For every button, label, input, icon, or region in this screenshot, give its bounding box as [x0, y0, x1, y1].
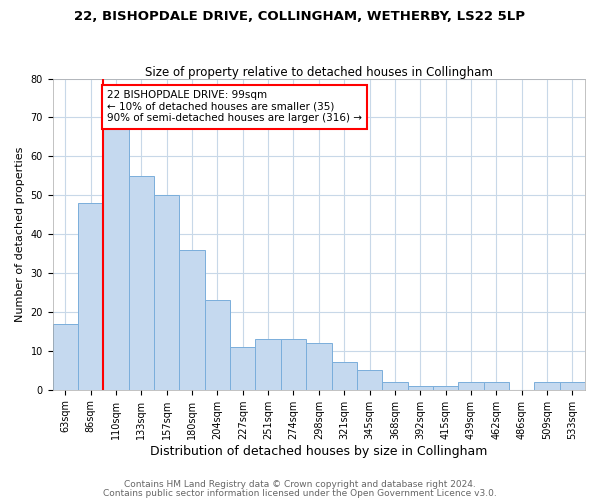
- Bar: [433, 386, 458, 390]
- X-axis label: Distribution of detached houses by size in Collingham: Distribution of detached houses by size …: [150, 444, 488, 458]
- Bar: [103, 129, 129, 390]
- Bar: [281, 339, 306, 390]
- Bar: [230, 347, 256, 390]
- Text: Contains HM Land Registry data © Crown copyright and database right 2024.: Contains HM Land Registry data © Crown c…: [124, 480, 476, 489]
- Y-axis label: Number of detached properties: Number of detached properties: [15, 146, 25, 322]
- Bar: [306, 343, 332, 390]
- Bar: [78, 203, 103, 390]
- Bar: [256, 339, 281, 390]
- Bar: [560, 382, 585, 390]
- Bar: [535, 382, 560, 390]
- Bar: [332, 362, 357, 390]
- Bar: [129, 176, 154, 390]
- Bar: [179, 250, 205, 390]
- Bar: [53, 324, 78, 390]
- Bar: [382, 382, 407, 390]
- Title: Size of property relative to detached houses in Collingham: Size of property relative to detached ho…: [145, 66, 493, 78]
- Bar: [154, 195, 179, 390]
- Bar: [357, 370, 382, 390]
- Bar: [407, 386, 433, 390]
- Bar: [484, 382, 509, 390]
- Bar: [205, 300, 230, 390]
- Text: Contains public sector information licensed under the Open Government Licence v3: Contains public sector information licen…: [103, 488, 497, 498]
- Text: 22 BISHOPDALE DRIVE: 99sqm
← 10% of detached houses are smaller (35)
90% of semi: 22 BISHOPDALE DRIVE: 99sqm ← 10% of deta…: [107, 90, 362, 124]
- Bar: [458, 382, 484, 390]
- Text: 22, BISHOPDALE DRIVE, COLLINGHAM, WETHERBY, LS22 5LP: 22, BISHOPDALE DRIVE, COLLINGHAM, WETHER…: [74, 10, 526, 23]
